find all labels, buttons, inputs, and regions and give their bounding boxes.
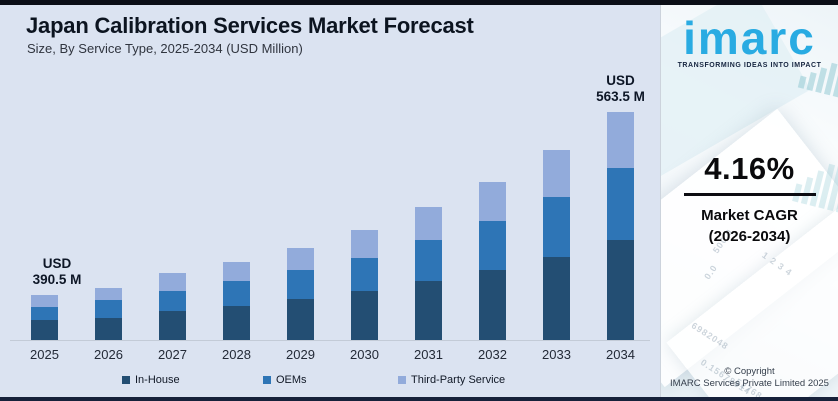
- imarc-logo: imarc TRANSFORMING IDEAS INTO IMPACT: [661, 15, 838, 69]
- segment-in-house: [415, 281, 442, 340]
- x-tick-2030: 2030: [350, 347, 379, 362]
- x-tick-2027: 2027: [158, 347, 187, 362]
- segment-third-party-service: [351, 230, 378, 258]
- segment-in-house: [543, 257, 570, 340]
- segment-third-party-service: [543, 150, 570, 197]
- legend-item-oems: OEMs: [263, 374, 307, 386]
- x-tick-2029: 2029: [286, 347, 315, 362]
- legend-label-third-party-service: Third-Party Service: [411, 374, 506, 386]
- copyright-line2: IMARC Services Private Limited 2025: [670, 378, 829, 389]
- bar-2026: [95, 288, 122, 340]
- segment-oems: [607, 168, 634, 240]
- segment-third-party-service: [479, 182, 506, 221]
- cagr-value: 4.16%: [704, 151, 795, 186]
- bar-2032: [479, 182, 506, 340]
- segment-third-party-service: [287, 248, 314, 270]
- cagr-block: 4.16% Market CAGR (2026-2034): [661, 151, 838, 247]
- segment-oems: [223, 281, 250, 306]
- x-tick-2034: 2034: [606, 347, 635, 362]
- bottom-border: [0, 397, 838, 401]
- segment-in-house: [351, 291, 378, 340]
- bar-2029: [287, 248, 314, 340]
- segment-third-party-service: [223, 262, 250, 281]
- cagr-period: (2026-2034): [708, 228, 791, 245]
- segment-third-party-service: [415, 207, 442, 240]
- legend-swatch-in-house: [122, 376, 130, 384]
- segment-third-party-service: [95, 288, 122, 300]
- bar-2033: [543, 150, 570, 340]
- copyright-line1: © Copyright: [724, 366, 775, 377]
- segment-oems: [479, 221, 506, 270]
- legend-label-oems: OEMs: [276, 374, 307, 386]
- stacked-bar-chart: 2025 2026 2027 2028 2029 2030 2031 2032 2033 2034…: [0, 5, 661, 397]
- segment-in-house: [607, 240, 634, 340]
- bar-2027: [159, 273, 186, 340]
- segment-third-party-service: [31, 295, 58, 307]
- bar-2028: [223, 262, 250, 340]
- brand-panel: 500.0 0.0 1 2 3 4 6982048 0.15678914 52768 im…: [660, 5, 838, 397]
- copyright: © Copyright IMARC Services Private Limit…: [661, 366, 838, 390]
- value-label-2025: USD 390.5 M: [32, 256, 82, 287]
- segment-in-house: [95, 318, 122, 340]
- segment-oems: [543, 197, 570, 257]
- legend-swatch-oems: [263, 376, 271, 384]
- segment-oems: [287, 270, 314, 299]
- bar-2025: [31, 295, 58, 340]
- legend-label-in-house: In-House: [135, 374, 180, 386]
- segment-in-house: [159, 311, 186, 340]
- x-tick-2031: 2031: [414, 347, 443, 362]
- cagr-label: Market CAGR: [701, 207, 798, 224]
- x-tick-2028: 2028: [222, 347, 251, 362]
- segment-oems: [415, 240, 442, 281]
- imarc-tagline: TRANSFORMING IDEAS INTO IMPACT: [677, 62, 822, 69]
- segment-third-party-service: [159, 273, 186, 291]
- bar-2031: [415, 207, 442, 340]
- x-tick-2025: 2025: [30, 347, 59, 362]
- segment-third-party-service: [607, 112, 634, 168]
- x-axis-line: [10, 340, 650, 341]
- legend-item-third-party-service: Third-Party Service: [398, 374, 505, 386]
- segment-oems: [31, 307, 58, 320]
- cagr-divider: [683, 193, 816, 196]
- legend-item-in-house: In-House: [122, 374, 180, 386]
- bar-2034: [607, 112, 634, 340]
- x-tick-2026: 2026: [94, 347, 123, 362]
- segment-oems: [159, 291, 186, 311]
- imarc-logo-text: imarc: [683, 12, 816, 64]
- page-title: Japan Calibration Services Market Foreca…: [26, 13, 474, 38]
- segment-in-house: [479, 270, 506, 340]
- page-subtitle: Size, By Service Type, 2025-2034 (USD Mi…: [27, 41, 303, 56]
- bar-2030: [351, 230, 378, 340]
- value-label-2034: USD 563.5 M: [596, 73, 645, 104]
- segment-in-house: [31, 320, 58, 340]
- top-border: [0, 0, 838, 5]
- segment-oems: [351, 258, 378, 291]
- segment-in-house: [287, 299, 314, 340]
- x-tick-2033: 2033: [542, 347, 571, 362]
- chart-section: Japan Calibration Services Market Foreca…: [0, 5, 661, 397]
- x-tick-2032: 2032: [478, 347, 507, 362]
- segment-in-house: [223, 306, 250, 340]
- legend-swatch-third-party-service: [398, 376, 406, 384]
- segment-oems: [95, 300, 122, 318]
